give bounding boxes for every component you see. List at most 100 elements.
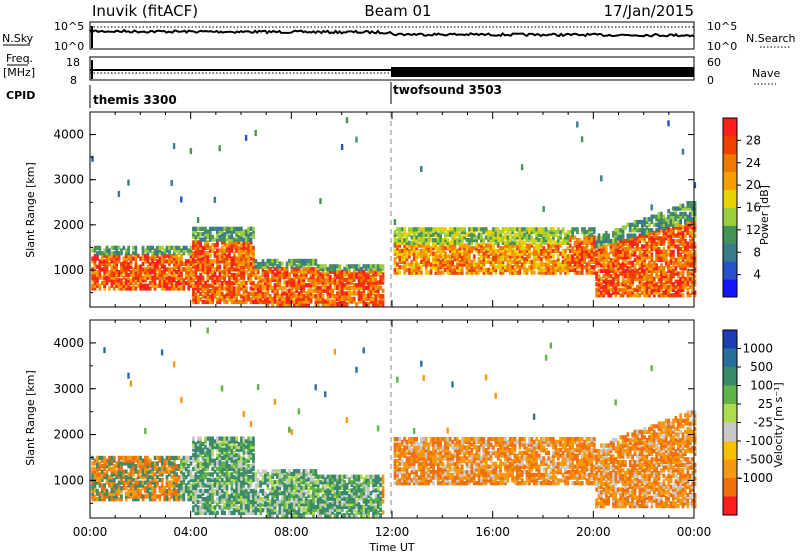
heatmap-cell — [364, 275, 368, 280]
heatmap-cell — [105, 488, 109, 494]
heatmap-cell — [415, 243, 418, 248]
heatmap-cell — [148, 494, 152, 499]
heatmap-cell — [556, 246, 560, 251]
heatmap-cell — [662, 290, 666, 295]
heatmap-cell — [237, 256, 241, 261]
heatmap-cell — [645, 225, 649, 230]
heatmap-cell — [312, 266, 315, 272]
heatmap-cell — [645, 241, 649, 246]
heatmap-cell — [657, 214, 661, 219]
heatmap-cell — [580, 267, 584, 273]
heatmap-cell — [302, 299, 306, 304]
heatmap-cell — [537, 262, 541, 267]
heatmap-cell — [691, 255, 694, 260]
heatmap-cell — [136, 458, 140, 463]
heatmap-cell — [184, 272, 188, 278]
heatmap-cell — [304, 272, 308, 277]
heatmap-cell — [218, 491, 222, 496]
heatmap-cell — [544, 232, 548, 237]
heatmap-cell — [168, 251, 171, 256]
heatmap-cell — [115, 283, 118, 288]
heatmap-cell — [182, 491, 186, 496]
heatmap-cell — [468, 254, 471, 259]
heatmap-cell — [218, 497, 222, 502]
heatmap-cell — [208, 297, 212, 302]
heatmap-cell — [448, 265, 452, 270]
heatmap-cell — [244, 264, 248, 269]
heatmap-cell — [655, 274, 658, 279]
heatmap-cell — [144, 270, 147, 275]
heatmap-cell — [660, 276, 663, 282]
heatmap-cell — [228, 229, 231, 234]
heatmap-cell — [580, 227, 584, 232]
heatmap-cell — [132, 286, 135, 291]
heatmap-cell — [136, 455, 140, 461]
heatmap-cell — [132, 458, 135, 463]
heatmap-cell — [338, 266, 342, 272]
heatmap-cell — [194, 444, 198, 450]
heatmap-cell — [235, 234, 238, 240]
heatmap-cell — [194, 297, 198, 302]
heatmap-cell — [660, 228, 663, 233]
heatmap-cell — [328, 302, 332, 307]
heatmap-cell — [381, 288, 385, 293]
heatmap-cell — [247, 253, 250, 259]
heatmap-cell — [93, 259, 97, 264]
heatmap-cell — [192, 245, 195, 250]
heatmap-cell — [681, 230, 685, 236]
heatmap-cell — [645, 290, 649, 295]
heatmap-cell — [148, 469, 152, 474]
heatmap-cell — [408, 232, 411, 237]
heatmap-cell — [321, 299, 325, 304]
heatmap-cell — [110, 245, 114, 250]
heatmap-cell — [504, 243, 507, 248]
heatmap-cell — [542, 270, 546, 275]
heatmap-cell — [225, 455, 229, 461]
heatmap-cell — [132, 466, 135, 472]
heatmap-cell — [340, 302, 344, 307]
heatmap-cell — [472, 262, 476, 267]
heatmap-cell — [237, 499, 241, 505]
heatmap-cell — [223, 275, 226, 280]
heatmap-cell — [249, 466, 253, 472]
heatmap-cell — [489, 232, 493, 237]
heatmap-cell — [252, 447, 255, 452]
heatmap-cell — [201, 450, 205, 455]
heatmap-cell — [602, 293, 606, 298]
heatmap-cell — [626, 244, 630, 249]
heatmap-cell — [199, 253, 202, 259]
heatmap-cell — [192, 442, 195, 447]
heatmap-cell — [304, 291, 308, 296]
heatmap-cell — [211, 294, 214, 299]
heatmap-cell — [549, 265, 553, 270]
heatmap-cell — [604, 249, 608, 254]
heatmap-cell — [372, 283, 375, 288]
heatmap-cell — [568, 229, 572, 235]
heatmap-cell — [525, 227, 529, 232]
heatmap-cell — [302, 272, 306, 277]
heatmap-cell — [532, 259, 536, 264]
heatmap-cell — [177, 491, 181, 496]
heatmap-cell — [225, 436, 229, 441]
heatmap-cell — [468, 265, 471, 270]
heatmap-cell — [230, 289, 234, 294]
heatmap-cell — [184, 245, 188, 250]
heatmap-cell — [194, 275, 198, 280]
heatmap-cell — [657, 257, 661, 263]
heatmap-cell — [681, 249, 685, 254]
heatmap-cell — [691, 241, 694, 246]
heatmap-cell — [494, 240, 498, 245]
heatmap-cell — [542, 248, 546, 254]
heatmap-cell — [280, 294, 284, 299]
heatmap-cell — [223, 436, 226, 441]
heatmap-cell — [244, 237, 248, 242]
heatmap-cell — [640, 279, 644, 284]
heatmap-cell — [338, 285, 342, 291]
heatmap-cell — [343, 272, 346, 277]
heatmap-cell — [405, 232, 409, 237]
heatmap-cell — [314, 261, 318, 266]
heatmap-cell — [297, 302, 301, 307]
heatmap-cell — [535, 229, 538, 235]
heatmap-cell — [225, 229, 229, 234]
heatmap-cell — [235, 245, 238, 250]
